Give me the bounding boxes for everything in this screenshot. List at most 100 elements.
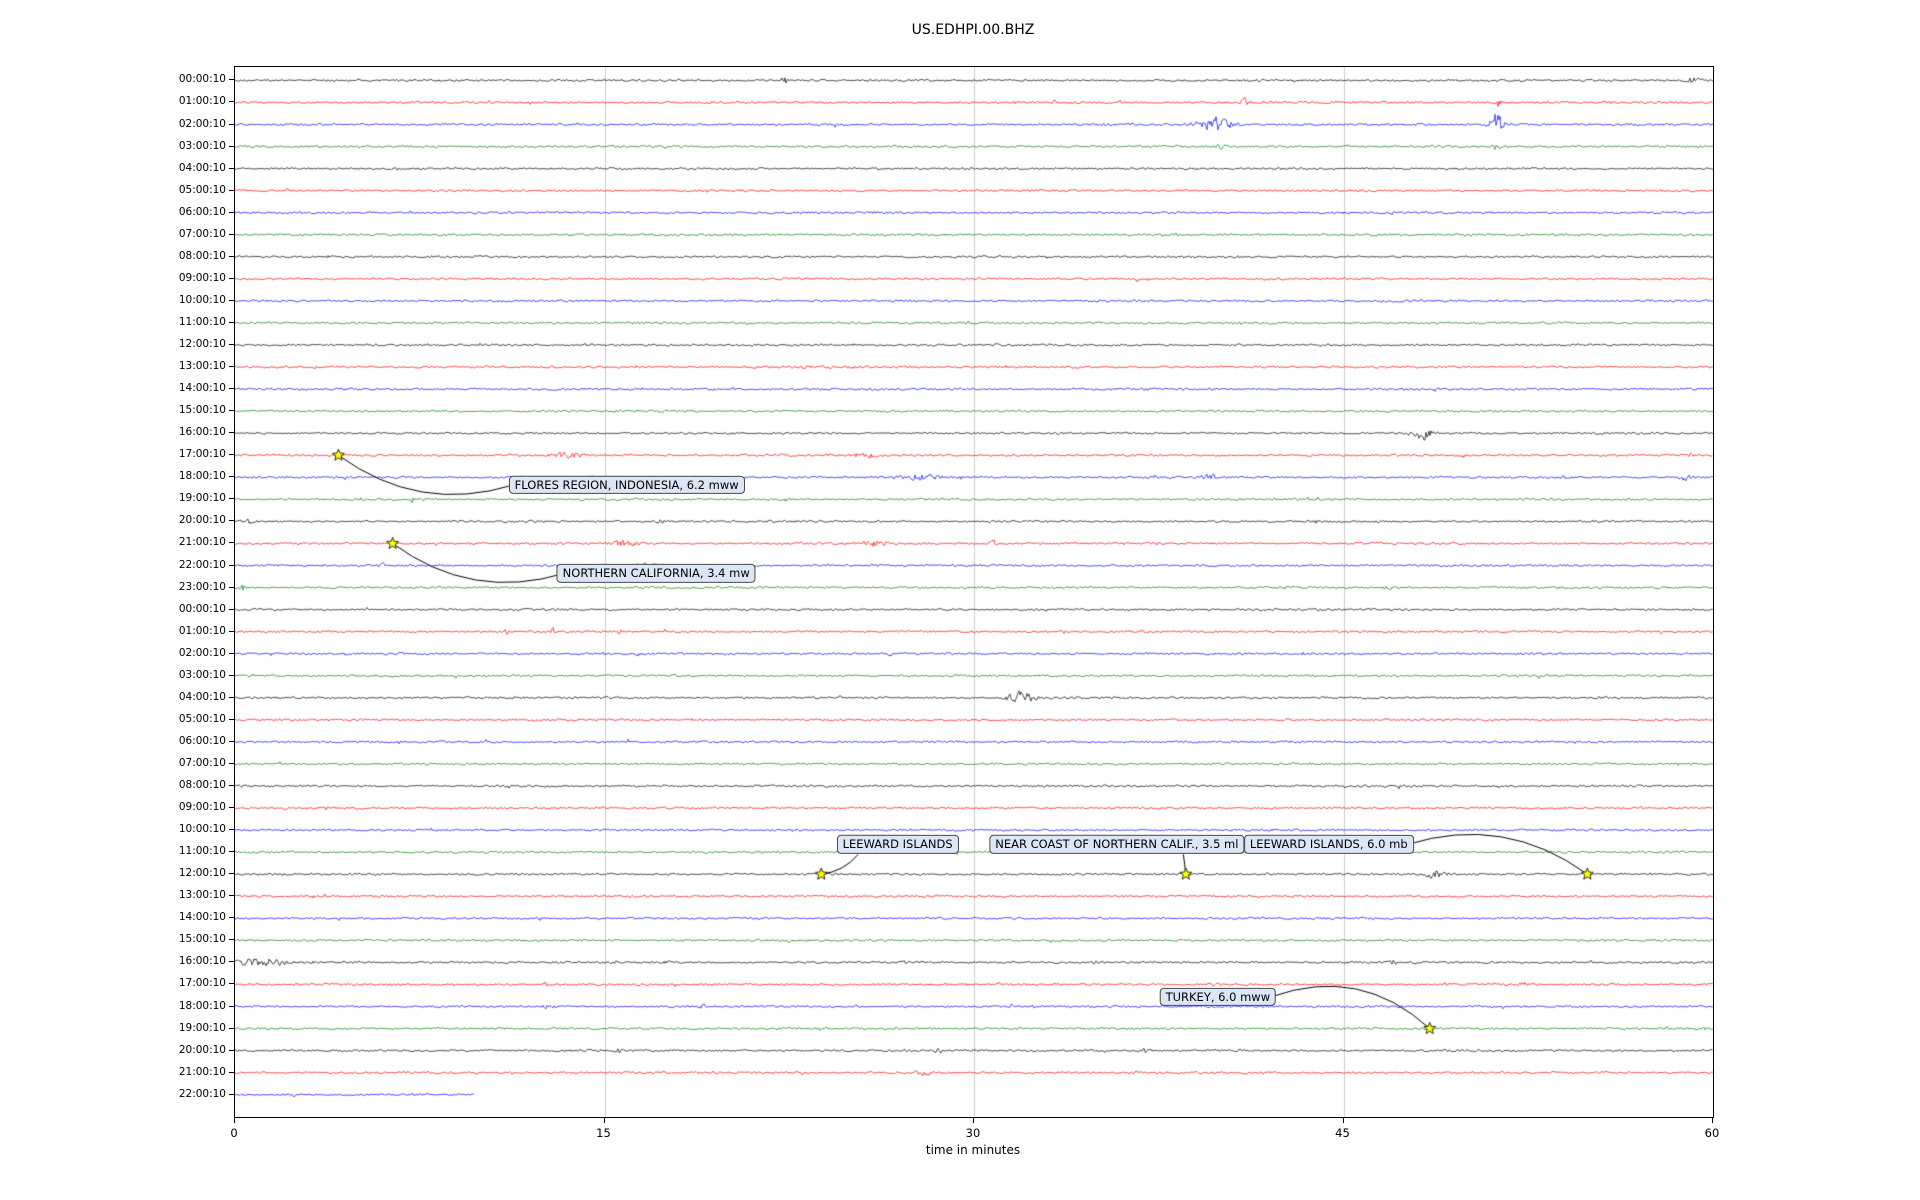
y-tick (229, 454, 234, 456)
trace-time-label: 04:00:10 (178, 690, 226, 703)
trace-time-label: 11:00:10 (178, 315, 226, 328)
y-tick (229, 1093, 234, 1095)
trace-time-label: 18:00:10 (178, 470, 226, 483)
trace-time-label: 12:00:10 (178, 866, 226, 879)
trace-time-label: 10:00:10 (178, 822, 226, 835)
trace-time-label: 08:00:10 (178, 778, 226, 791)
x-axis-label: time in minutes (925, 1143, 1021, 1157)
trace-time-label: 07:00:10 (178, 227, 226, 240)
trace-time-label: 04:00:10 (178, 161, 226, 174)
y-tick (229, 1071, 234, 1073)
event-label: NEAR COAST OF NORTHERN CALIF., 3.5 ml (989, 835, 1245, 854)
trace-time-label: 05:00:10 (178, 712, 226, 725)
trace-time-label: 17:00:10 (178, 448, 226, 460)
y-tick (229, 520, 234, 522)
trace-time-label: 13:00:10 (178, 889, 226, 901)
trace-time-label: 21:00:10 (178, 1065, 226, 1078)
seismogram-canvas (235, 67, 1713, 1117)
y-tick (229, 674, 234, 676)
event-label: LEEWARD ISLANDS, 6.0 mb (1243, 835, 1414, 854)
trace-time-label: 00:00:10 (178, 602, 226, 615)
y-tick (229, 123, 234, 125)
y-tick (229, 873, 234, 875)
trace-time-label: 17:00:10 (178, 977, 226, 990)
trace-time-label: 18:00:10 (178, 999, 226, 1012)
event-label: LEEWARD ISLANDS (836, 835, 959, 854)
trace-time-label: 06:00:10 (178, 734, 226, 747)
y-tick (229, 366, 234, 368)
y-tick (229, 785, 234, 786)
event-label: NORTHERN CALIFORNIA, 3.4 mw (556, 564, 756, 583)
y-tick (229, 255, 234, 257)
trace-time-label: 02:00:10 (178, 117, 226, 130)
trace-time-label: 16:00:10 (178, 425, 226, 438)
trace-time-label: 16:00:10 (178, 955, 226, 968)
trace-time-label: 08:00:10 (178, 249, 226, 262)
x-tick (1342, 1118, 1344, 1123)
y-tick (229, 1005, 234, 1007)
trace-time-label: 03:00:10 (178, 139, 226, 152)
y-tick (229, 277, 234, 279)
y-tick (229, 542, 234, 544)
x-tick-label: 45 (1335, 1126, 1350, 1140)
trace-time-label: 11:00:10 (178, 844, 226, 857)
trace-time-label: 01:00:10 (178, 95, 226, 108)
y-tick (229, 189, 234, 191)
trace-time-label: 22:00:10 (178, 558, 226, 571)
y-tick (229, 101, 234, 103)
y-tick (229, 983, 234, 985)
trace-time-label: 14:00:10 (178, 381, 226, 394)
trace-time-label: 20:00:10 (178, 514, 226, 527)
trace-time-label: 22:00:10 (178, 1087, 226, 1100)
y-tick (229, 630, 234, 632)
trace-time-label: 02:00:10 (178, 646, 226, 659)
y-tick (229, 696, 234, 698)
y-tick (229, 939, 234, 941)
y-tick (229, 476, 234, 478)
trace-time-label: 15:00:10 (178, 403, 226, 416)
trace-time-label: 23:00:10 (178, 580, 226, 593)
x-tick (973, 1118, 974, 1123)
trace-time-label: 06:00:10 (178, 205, 226, 218)
trace-time-label: 01:00:10 (178, 624, 226, 637)
y-tick (229, 718, 234, 720)
y-tick (229, 211, 234, 213)
y-tick (229, 432, 234, 434)
trace-time-label: 07:00:10 (178, 756, 226, 769)
trace-time-label: 14:00:10 (178, 911, 226, 924)
trace-time-label: 03:00:10 (178, 668, 226, 681)
y-tick (229, 167, 234, 169)
y-tick (229, 79, 234, 81)
event-label: TURKEY, 6.0 mww (1159, 987, 1277, 1006)
trace-time-label: 19:00:10 (178, 1021, 226, 1034)
y-tick (229, 740, 234, 742)
y-tick (229, 895, 234, 897)
y-tick (229, 586, 234, 588)
event-label: FLORES REGION, INDONESIA, 6.2 mww (508, 475, 745, 495)
trace-time-label: 00:00:10 (178, 73, 226, 86)
trace-time-label: 15:00:10 (178, 933, 226, 946)
trace-time-label: 21:00:10 (178, 536, 226, 549)
y-tick (229, 762, 234, 764)
trace-time-label: 09:00:10 (178, 271, 226, 284)
trace-time-label: 12:00:10 (178, 337, 226, 350)
trace-time-label: 10:00:10 (178, 293, 226, 306)
y-tick (229, 1027, 234, 1029)
trace-time-label: 05:00:10 (178, 183, 226, 196)
y-tick (229, 564, 234, 566)
y-tick (229, 652, 234, 654)
plot-area: FLORES REGION, INDONESIA, 6.2 mww NORTHER… (234, 66, 1714, 1118)
y-tick (229, 344, 234, 345)
y-tick (229, 851, 234, 853)
figure-title: US.EDHPI.00.BHZ (911, 22, 1035, 38)
x-tick-label: 30 (965, 1126, 981, 1140)
x-tick-label: 60 (1704, 1126, 1720, 1140)
x-tick (1712, 1118, 1713, 1123)
y-tick (229, 1049, 234, 1051)
y-tick (229, 829, 234, 831)
y-tick (229, 388, 234, 390)
trace-time-label: 13:00:10 (178, 359, 226, 372)
y-tick (229, 321, 234, 323)
trace-time-label: 09:00:10 (178, 800, 226, 813)
